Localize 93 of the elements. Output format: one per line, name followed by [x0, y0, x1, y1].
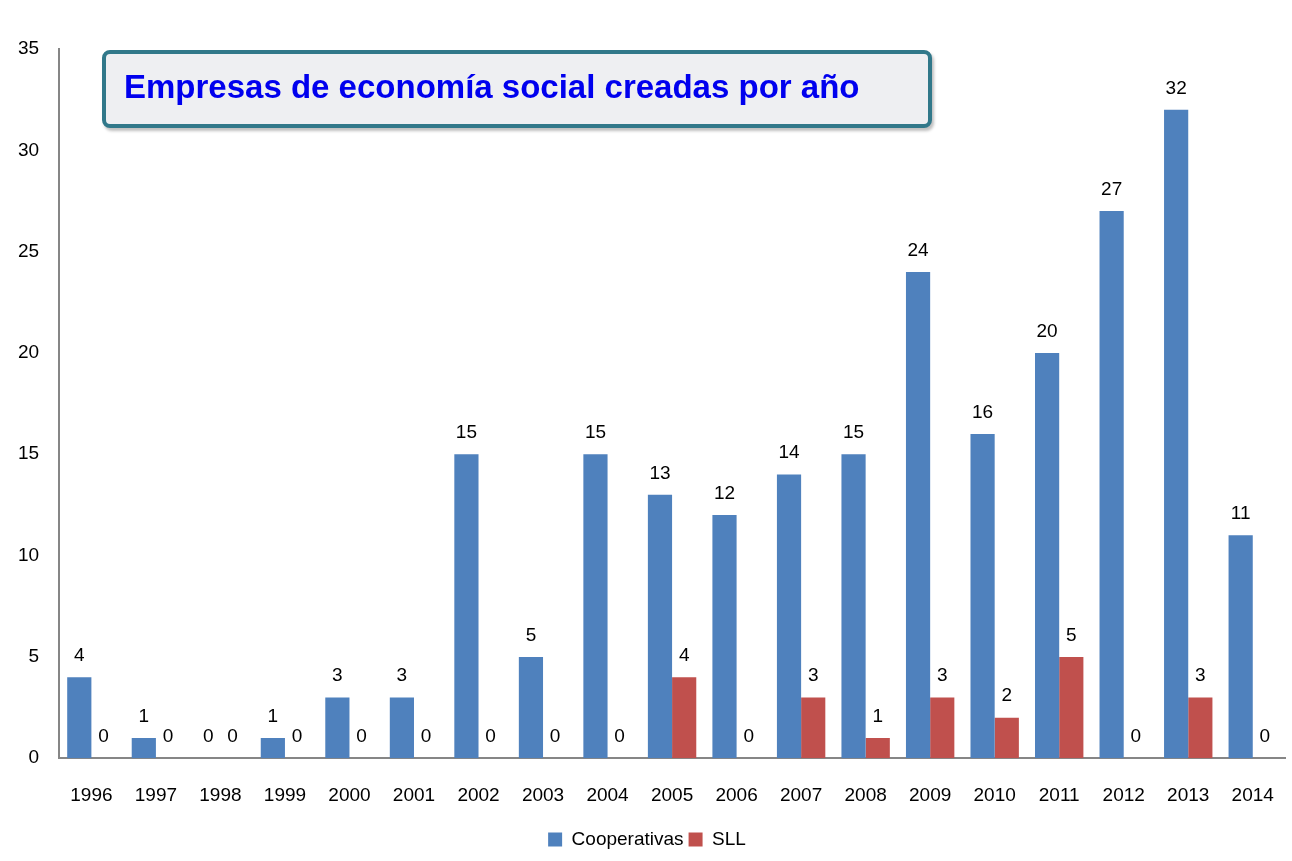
data-label: 3 — [332, 664, 343, 686]
bar — [905, 271, 931, 759]
bar — [454, 454, 479, 759]
data-label: 0 — [614, 724, 625, 746]
x-tick-label: 2012 — [1102, 783, 1145, 805]
y-tick-label: 25 — [17, 239, 40, 261]
x-tick-label: 2006 — [715, 783, 758, 805]
data-label: 0 — [98, 724, 109, 746]
bar — [325, 697, 350, 759]
bar — [1188, 697, 1213, 759]
data-label: 13 — [649, 461, 671, 483]
data-label: 0 — [1130, 724, 1142, 746]
bar — [672, 677, 697, 759]
data-label: 11 — [1230, 502, 1251, 524]
data-label: 0 — [1259, 724, 1271, 746]
data-label: 14 — [778, 441, 801, 463]
legend-label: SLL — [712, 827, 746, 849]
data-label: 0 — [549, 724, 561, 746]
bar — [67, 677, 92, 759]
data-label: 0 — [203, 724, 214, 746]
data-label: 1 — [872, 704, 884, 726]
y-tick-label: 30 — [17, 138, 40, 160]
x-tick-label: 1999 — [263, 783, 307, 805]
x-tick-label: 2009 — [909, 783, 952, 805]
data-label: 4 — [74, 643, 86, 665]
data-label: 15 — [842, 420, 865, 442]
bar — [1035, 352, 1060, 759]
data-label: 12 — [713, 481, 736, 503]
bar — [712, 515, 737, 759]
y-tick-label: 35 — [17, 37, 40, 59]
data-label: 15 — [584, 420, 607, 442]
x-tick-label: 2010 — [973, 783, 1016, 805]
y-tick-label: 10 — [17, 543, 40, 565]
y-tick-label: 15 — [17, 442, 40, 464]
bar — [1099, 211, 1124, 759]
data-label: 2 — [1001, 684, 1013, 706]
data-label: 3 — [396, 664, 408, 686]
text: Empresas de economía social creadas por año — [124, 67, 860, 107]
data-label: 1 — [267, 704, 279, 726]
bar — [970, 433, 995, 759]
x-tick-label: 2013 — [1167, 783, 1210, 805]
bar — [131, 737, 156, 759]
bar — [1059, 656, 1084, 759]
bar — [647, 494, 673, 759]
y-tick-label: 20 — [17, 341, 40, 363]
data-label: 3 — [1195, 664, 1206, 686]
x-tick-label: 2007 — [779, 783, 823, 805]
bar — [583, 454, 608, 759]
bar — [1228, 535, 1253, 759]
bar — [260, 737, 285, 759]
data-label: 0 — [356, 724, 367, 746]
data-label: 0 — [420, 724, 432, 746]
x-tick-label: 2001 — [392, 783, 436, 805]
data-label: 27 — [1101, 177, 1123, 199]
y-tick-label: 0 — [28, 746, 40, 768]
bar — [776, 474, 802, 759]
data-label: 3 — [807, 664, 819, 686]
bar — [994, 717, 1019, 759]
x-tick-label: 1998 — [199, 783, 242, 805]
data-label: 24 — [907, 238, 930, 260]
x-tick-label: 2002 — [457, 783, 500, 805]
x-tick-label: 2014 — [1231, 783, 1275, 805]
data-label: 1 — [138, 704, 150, 726]
x-tick-label: 2003 — [521, 783, 565, 805]
bar — [518, 656, 544, 759]
legend-label: Cooperativas — [571, 827, 684, 849]
data-label: 0 — [227, 724, 238, 746]
data-label: 20 — [1036, 319, 1058, 341]
x-tick-label: 2004 — [586, 783, 630, 805]
bar — [389, 697, 414, 759]
bar — [865, 737, 890, 759]
x-tick-label: 1997 — [134, 783, 178, 805]
data-label: 15 — [455, 420, 477, 442]
data-label: 16 — [972, 400, 994, 422]
x-tick-label: 2008 — [844, 783, 887, 805]
x-tick-label: 2000 — [328, 783, 371, 805]
bar — [801, 697, 826, 759]
data-label: 5 — [525, 623, 537, 645]
data-label: 32 — [1165, 76, 1187, 98]
y-tick-label: 5 — [28, 645, 40, 667]
x-tick-label: 1996 — [70, 783, 113, 805]
data-label: 4 — [678, 643, 690, 665]
data-label: 0 — [485, 724, 496, 746]
x-tick-label: 2005 — [650, 783, 694, 805]
data-label: 3 — [936, 664, 948, 686]
bar — [930, 697, 955, 759]
data-label: 0 — [162, 724, 174, 746]
bar — [1164, 109, 1189, 759]
data-label: 0 — [291, 724, 303, 746]
data-label: 5 — [1066, 623, 1077, 645]
data-label: 0 — [743, 724, 754, 746]
bar — [841, 454, 866, 759]
x-tick-label: 2011 — [1038, 783, 1080, 805]
